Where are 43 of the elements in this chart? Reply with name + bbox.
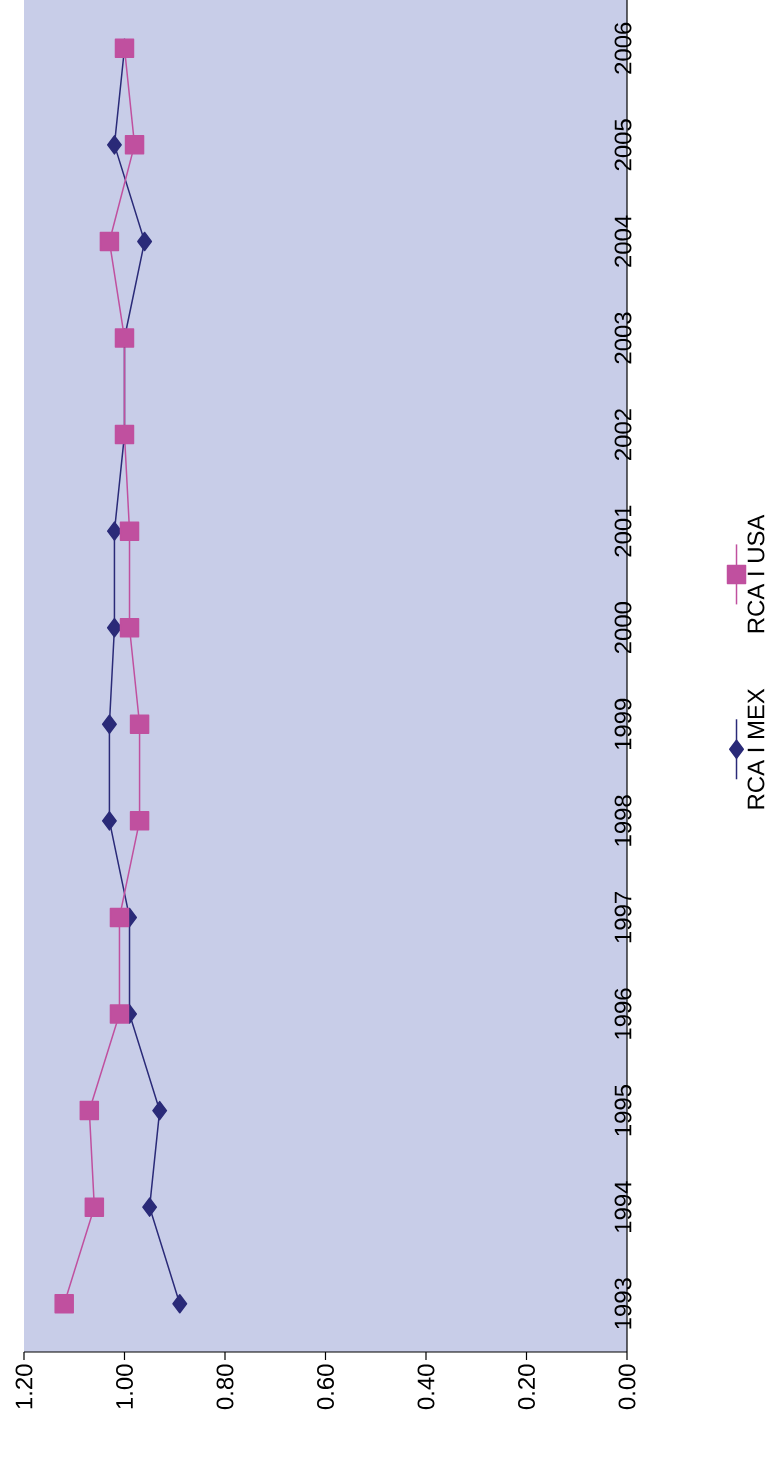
point <box>124 135 145 155</box>
y-tick-label: 1997 <box>614 892 632 943</box>
y-tick-label: 2005 <box>614 119 632 171</box>
point <box>142 1197 158 1217</box>
point <box>119 617 140 638</box>
x-tick-label: 1.20 <box>15 1364 33 1409</box>
y-tick-label: 2001 <box>614 505 632 557</box>
point <box>84 1197 105 1217</box>
y-tick-label: 2006 <box>614 22 632 74</box>
y-tick-label: 1994 <box>614 1181 632 1232</box>
y-tick-label: 1993 <box>614 1278 632 1329</box>
legend-label: RCA I USA <box>747 514 765 633</box>
point <box>101 811 117 831</box>
point <box>99 231 120 252</box>
y-tick-label: 2000 <box>614 602 632 654</box>
point <box>106 617 122 638</box>
y-tick-label: 1998 <box>614 795 632 846</box>
point <box>109 907 130 928</box>
x-tick-label: 0.40 <box>417 1364 435 1410</box>
y-tick-label: 1995 <box>614 1085 632 1136</box>
x-tick-label: 0.80 <box>216 1364 234 1410</box>
point <box>119 521 140 541</box>
point <box>101 714 117 735</box>
point <box>152 1100 168 1121</box>
x-tick-label: 0.60 <box>317 1364 334 1410</box>
y-tick-label: 1996 <box>614 988 632 1039</box>
x-tick-label: 0.20 <box>518 1364 535 1410</box>
point <box>106 521 122 541</box>
point <box>172 1293 188 1314</box>
y-tick-label: 2002 <box>614 409 632 460</box>
point <box>129 714 150 735</box>
point <box>79 1100 100 1121</box>
point <box>129 811 150 831</box>
y-tick-label: 1999 <box>614 698 632 750</box>
point <box>54 1293 74 1314</box>
legend-label: RCA I MEX <box>747 688 765 809</box>
y-tick-label: 2003 <box>614 312 632 364</box>
point <box>106 135 122 155</box>
y-tick-label: 2004 <box>614 215 632 267</box>
x-tick-label: 0.00 <box>618 1364 636 1410</box>
point <box>109 1004 130 1024</box>
point <box>137 231 153 252</box>
x-tick-label: 1.00 <box>116 1364 133 1409</box>
